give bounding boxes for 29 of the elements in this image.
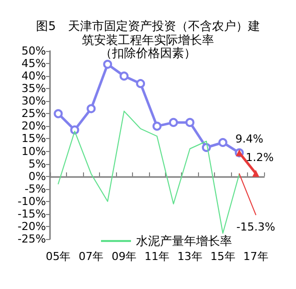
y-tick-label: -15% [18,207,46,220]
x-tick-label: 17年 [243,250,268,263]
data-label: 1.2% [246,150,274,164]
y-tick-label: 25% [22,107,46,120]
chart-title: 图5 天津市固定资产投资（不含农户）建筑安装工程年实际增长率 [36,19,260,47]
y-tick-label: -20% [18,220,46,233]
y-tick-label: 5% [28,157,46,170]
legend-label: 水泥产量年增长率 [136,234,232,248]
y-tick-label: 0% [28,170,46,183]
x-tick-label: 15年 [210,250,236,263]
y-tick-label: 10% [22,144,46,158]
x-tick-label: 07年 [78,250,104,263]
x-tick-label: 13年 [177,250,202,263]
x-tick-label: 05年 [46,250,71,263]
y-tick-label: 40% [22,70,46,83]
y-tick-label: -10% [18,194,46,208]
y-tick-label: 15% [22,132,46,146]
x-tick-label: 11年 [144,250,170,263]
y-tick-label: -5% [24,182,46,196]
y-tick-label: -25% [18,232,46,246]
data-label: 9.4% [235,132,264,146]
chart-subtitle: （扣除价格因素） [100,46,196,60]
y-tick-label: 35% [22,82,46,96]
x-tick-label: 09年 [112,250,137,263]
data-label: -15.3% [236,220,276,234]
y-tick-label: 30% [22,94,46,108]
y-tick-label: 50% [22,44,46,58]
y-tick-label: 20% [22,120,46,133]
y-tick-label: 45% [22,57,46,70]
